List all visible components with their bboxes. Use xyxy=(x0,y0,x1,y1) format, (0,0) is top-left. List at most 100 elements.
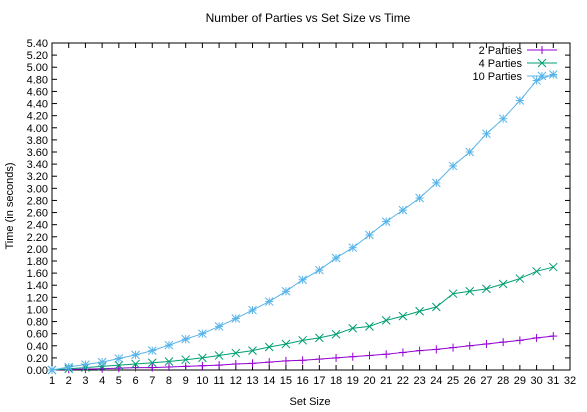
tick-group: 1 2 3 4 5 6 7 8 9 10 11 12 13 14 15 16 17 18 19 20 21 22 23 24 2… xyxy=(27,38,577,387)
data-point xyxy=(147,358,157,368)
data-point xyxy=(331,329,341,339)
y-tick-label: 0.00 xyxy=(27,365,48,377)
y-tick-label: 2.40 xyxy=(27,220,48,232)
data-point xyxy=(214,322,224,331)
data-point xyxy=(81,360,90,369)
data-point xyxy=(114,360,124,370)
y-tick-label: 3.80 xyxy=(27,135,48,147)
data-point xyxy=(515,336,524,345)
y-tick-label: 4.40 xyxy=(27,99,48,111)
data-point xyxy=(448,161,458,171)
y-tick-label: 0.80 xyxy=(27,317,48,329)
data-point xyxy=(498,114,508,124)
y-tick-label: 2.00 xyxy=(27,244,48,256)
plot-frame xyxy=(51,42,571,371)
data-point xyxy=(532,266,541,276)
y-tick-label: 5.00 xyxy=(27,62,48,74)
data-point xyxy=(398,311,408,321)
x-tick-label: 4 xyxy=(99,375,105,387)
data-point xyxy=(482,339,491,348)
data-point xyxy=(515,274,525,283)
series-group xyxy=(47,70,558,375)
data-point xyxy=(431,178,441,188)
data-point xyxy=(131,350,140,360)
legend-label: 10 Parties xyxy=(472,71,522,83)
legend-label: 2 Parties xyxy=(479,45,523,57)
x-tick-label: 12 xyxy=(230,375,242,387)
legend-marker xyxy=(537,58,547,68)
y-tick-label: 2.80 xyxy=(27,195,48,207)
data-point xyxy=(114,354,124,363)
x-tick-label: 24 xyxy=(430,375,442,387)
x-tick-label: 16 xyxy=(297,375,309,387)
y-tick-label: 3.40 xyxy=(27,159,48,171)
data-point xyxy=(298,335,307,345)
data-point xyxy=(214,351,224,360)
data-point xyxy=(215,361,224,370)
y-tick-label: 3.20 xyxy=(27,171,48,183)
y-tick-label: 1.80 xyxy=(27,256,48,268)
x-tick-label: 9 xyxy=(183,375,189,387)
x-tick-label: 13 xyxy=(246,375,258,387)
y-tick-label: 5.20 xyxy=(27,50,48,62)
y-tick-label: 0.60 xyxy=(27,329,48,341)
data-point xyxy=(248,305,257,315)
y-tick-label: 1.20 xyxy=(27,292,48,304)
x-axis-label: Set Size xyxy=(290,396,331,408)
data-point xyxy=(315,355,324,364)
data-point xyxy=(448,289,458,299)
y-tick-label: 0.20 xyxy=(27,353,48,365)
data-point xyxy=(415,346,424,355)
x-tick-label: 15 xyxy=(280,375,292,387)
data-point xyxy=(164,340,174,350)
data-point xyxy=(281,286,291,296)
data-point xyxy=(499,338,508,347)
data-point xyxy=(482,284,491,294)
data-point xyxy=(198,361,207,370)
data-point xyxy=(432,345,441,354)
data-point xyxy=(348,352,357,361)
data-point xyxy=(331,253,341,263)
data-point xyxy=(248,346,257,355)
data-point xyxy=(482,129,491,139)
y-tick-label: 0.40 xyxy=(27,341,48,353)
x-tick-label: 31 xyxy=(547,375,559,387)
x-tick-label: 28 xyxy=(497,375,509,387)
data-point xyxy=(381,217,391,226)
x-tick-label: 27 xyxy=(480,375,492,387)
x-tick-label: 10 xyxy=(196,375,208,387)
data-point xyxy=(298,275,307,285)
data-point xyxy=(64,362,74,372)
x-tick-label: 21 xyxy=(380,375,392,387)
data-point xyxy=(365,322,374,331)
data-point xyxy=(147,346,157,355)
y-axis-label: Time (in seconds) xyxy=(4,162,16,249)
chart-title: Number of Parties vs Set Size vs Time xyxy=(206,11,411,25)
data-point xyxy=(281,356,290,365)
x-tick-label: 25 xyxy=(447,375,459,387)
y-tick-label: 3.00 xyxy=(27,183,48,195)
legend-marker xyxy=(537,71,547,81)
series-10-parties xyxy=(47,70,558,375)
data-point xyxy=(415,193,424,203)
data-point xyxy=(231,314,241,323)
data-point xyxy=(549,332,558,341)
data-point xyxy=(181,355,191,365)
data-point xyxy=(198,353,207,363)
data-point xyxy=(449,343,458,352)
y-tick-label: 3.60 xyxy=(27,147,48,159)
data-point xyxy=(131,359,140,369)
x-tick-label: 19 xyxy=(347,375,359,387)
x-tick-label: 20 xyxy=(363,375,375,387)
y-tick-label: 4.80 xyxy=(27,74,48,86)
y-tick-label: 1.60 xyxy=(27,268,48,280)
x-tick-label: 29 xyxy=(514,375,526,387)
data-point xyxy=(97,357,107,367)
data-point xyxy=(231,348,241,358)
data-point xyxy=(164,362,173,371)
x-tick-label: 14 xyxy=(263,375,275,387)
x-tick-label: 23 xyxy=(413,375,425,387)
data-point xyxy=(248,359,257,368)
data-point xyxy=(198,329,207,339)
